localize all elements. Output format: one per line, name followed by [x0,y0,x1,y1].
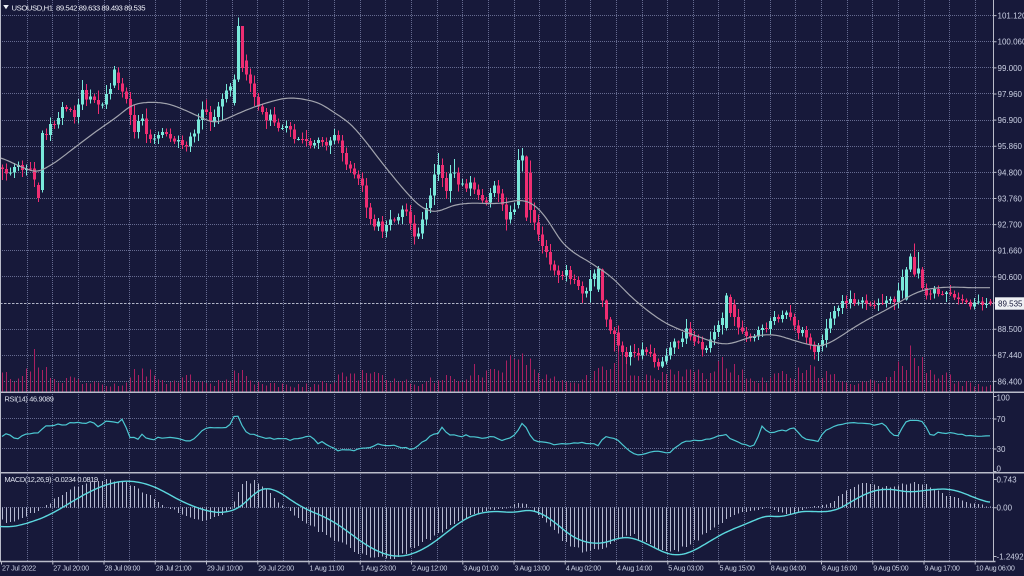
svg-text:28 Jul 21:00: 28 Jul 21:00 [156,564,192,573]
svg-text:96.900: 96.900 [998,116,1023,125]
svg-text:100: 100 [997,393,1011,402]
svg-text:101.120: 101.120 [998,12,1024,21]
svg-text:3 Aug 13:00: 3 Aug 13:00 [515,564,550,573]
svg-text:5 Aug 15:00: 5 Aug 15:00 [720,564,755,573]
svg-text:9 Aug 05:00: 9 Aug 05:00 [873,564,908,573]
svg-text:1 Aug 11:00: 1 Aug 11:00 [310,564,345,573]
svg-text:8 Aug 04:00: 8 Aug 04:00 [771,564,806,573]
svg-text:0.743: 0.743 [997,475,1018,484]
svg-text:70: 70 [997,415,1006,424]
svg-text:94.800: 94.800 [998,168,1023,177]
svg-text:0.00: 0.00 [997,504,1013,513]
svg-text:99.000: 99.000 [998,64,1023,73]
svg-text:-1.2492: -1.2492 [997,552,1024,561]
svg-text:5 Aug 03:00: 5 Aug 03:00 [668,564,703,573]
svg-text:10 Aug 06:00: 10 Aug 06:00 [976,564,1015,573]
svg-text:88.500: 88.500 [998,325,1023,334]
svg-text:97.960: 97.960 [998,90,1023,99]
svg-text:8 Aug 16:00: 8 Aug 16:00 [822,564,857,573]
svg-text:9 Aug 17:00: 9 Aug 17:00 [925,564,960,573]
svg-text:95.860: 95.860 [998,142,1023,151]
svg-text:2 Aug 12:00: 2 Aug 12:00 [412,564,447,573]
svg-text:3 Aug 01:00: 3 Aug 01:00 [463,564,498,573]
svg-text:4 Aug 14:00: 4 Aug 14:00 [617,564,652,573]
svg-text:91.660: 91.660 [998,247,1023,256]
svg-text:87.440: 87.440 [998,351,1023,360]
svg-text:MACD(12,26,9) -0.0234 0.0819: MACD(12,26,9) -0.0234 0.0819 [5,475,99,484]
svg-text:30: 30 [997,445,1006,454]
svg-text:28 Jul 09:00: 28 Jul 09:00 [105,564,141,573]
svg-text:USOUSD,H1 89.542 89.633 89.49: USOUSD,H1 89.542 89.633 89.493 89.535 [12,3,146,12]
svg-text:90.600: 90.600 [998,273,1023,282]
svg-text:4 Aug 02:00: 4 Aug 02:00 [566,564,601,573]
svg-text:27 Jul 20:00: 27 Jul 20:00 [53,564,89,573]
svg-text:93.760: 93.760 [998,194,1023,203]
svg-text:0: 0 [997,464,1002,473]
svg-text:100.060: 100.060 [998,38,1024,47]
svg-text:RSI(14) 46.9089: RSI(14) 46.9089 [5,394,54,403]
svg-text:27 Jul 2022: 27 Jul 2022 [2,564,36,573]
svg-text:29 Jul 10:00: 29 Jul 10:00 [207,564,243,573]
svg-text:92.700: 92.700 [998,221,1023,230]
svg-text:29 Jul 22:00: 29 Jul 22:00 [258,564,294,573]
svg-text:89.535: 89.535 [998,299,1023,308]
svg-text:1 Aug 23:00: 1 Aug 23:00 [361,564,396,573]
svg-text:86.400: 86.400 [998,377,1023,386]
